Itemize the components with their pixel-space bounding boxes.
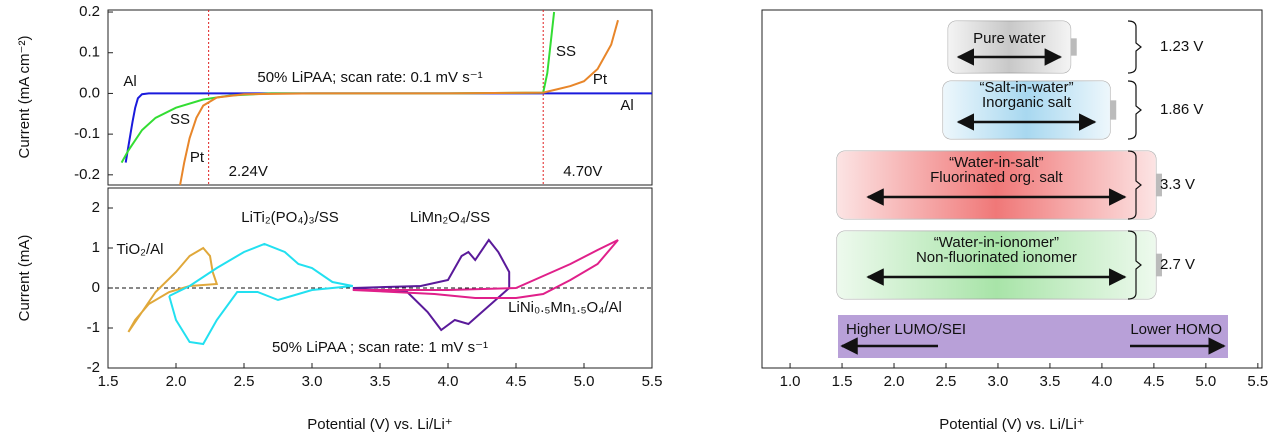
window-label: 3.3 V [1160,176,1195,193]
data-line [352,239,619,299]
battery-terminal [1155,173,1162,197]
x-tick-label: 1.5 [832,373,853,390]
battery: Pure water [947,20,1077,74]
x-tick-label: 2.5 [936,373,957,390]
series-label: SS [170,111,190,128]
band [838,315,1228,358]
data-line [352,238,511,332]
x-tick-label: 3.0 [302,373,323,390]
y-tick-label: 0 [92,279,100,296]
battery-label: “Salt-in-water” [979,79,1073,96]
battery: “Water-in-salt”Fluorinated org. salt [836,150,1162,220]
x-tick-label: 4.0 [1091,373,1112,390]
battery-label: Pure water [973,30,1046,47]
battery-terminal [1155,253,1162,277]
plot-frame [761,9,1263,369]
window-label: 2.7 V [1160,256,1195,273]
window-label: 1.23 V [1160,38,1203,55]
annotation: 50% LiPAA; scan rate: 0.1 mV s⁻¹ [257,69,482,86]
y-tick-label: 1 [92,239,100,256]
reference-label: 4.70V [563,163,602,180]
battery-sheen [948,21,1071,73]
y-tick-label: -0.1 [74,125,100,142]
x-tick-label: 4.5 [506,373,527,390]
x-tick-label: 3.0 [988,373,1009,390]
series-label: LiNi₀.₅Mn₁.₅O₄/Al [508,299,622,316]
series-label: Pt [190,149,205,166]
annotation: 50% LiPAA ; scan rate: 1 mV s⁻¹ [272,339,488,356]
x-tick-label: 5.0 [574,373,595,390]
band-right-label: Lower HOMO [1130,321,1222,338]
data-line [127,246,219,333]
y-tick-label: 2 [92,199,100,216]
battery-label: “Water-in-salt” [949,154,1043,171]
series-label: Al [620,97,633,114]
y-axis-label: Current (mA cm⁻²) [16,36,33,159]
reference-label: 2.24V [229,163,268,180]
battery: “Water-in-ionomer”Non-fluorinated ionome… [836,230,1162,300]
y-tick-label: -2 [87,359,100,376]
x-tick-label: 3.5 [1040,373,1061,390]
battery-label: “Water-in-ionomer” [934,234,1059,251]
band-left-label: Higher LUMO/SEI [846,321,966,338]
series-label: TiO₂/Al [117,241,164,258]
y-tick-label: -0.2 [74,166,100,183]
x-tick-label: 3.5 [370,373,391,390]
x-tick-label: 5.5 [1247,373,1268,390]
x-tick-label: 4.0 [438,373,459,390]
battery-label: Non-fluorinated ionomer [916,249,1077,266]
x-tick-label: 4.5 [1143,373,1164,390]
data-line [120,11,556,164]
bracket [1127,80,1142,140]
battery-terminal [1070,38,1077,56]
series-label: SS [556,43,576,60]
series-label: Al [123,73,136,90]
x-tick-label: 1.5 [98,373,119,390]
battery-label: Inorganic salt [982,94,1072,111]
bracket [1127,20,1142,74]
y-axis-label: Current (mA) [16,235,33,322]
x-tick-label: 2.5 [234,373,255,390]
y-tick-label: -1 [87,319,100,336]
series-label: LiMn₂O₄/SS [410,209,490,226]
data-line [179,19,619,186]
x-tick-label: 2.0 [166,373,187,390]
x-tick-label: 5.5 [642,373,663,390]
data-line [168,242,353,346]
x-tick-label: 2.0 [884,373,905,390]
y-tick-label: 0.0 [79,84,100,101]
series-label: LiTi₂(PO₄)₃/SS [241,209,339,226]
window-label: 1.86 V [1160,101,1203,118]
bracket [1127,230,1142,300]
battery: “Salt-in-water”Inorganic salt [942,79,1117,140]
series-label: Pt [593,71,608,88]
y-tick-label: 0.1 [79,44,100,61]
x-axis-label: Potential (V) vs. Li/Li⁺ [939,416,1084,433]
bracket [1127,150,1142,220]
x-tick-label: 1.0 [780,373,801,390]
x-tick-label: 5.0 [1195,373,1216,390]
battery-label: Fluorinated org. salt [930,169,1063,186]
y-tick-label: 0.2 [79,3,100,20]
x-axis-label: Potential (V) vs. Li/Li⁺ [307,416,452,433]
battery-terminal [1110,100,1117,120]
plot-frame [107,9,653,186]
